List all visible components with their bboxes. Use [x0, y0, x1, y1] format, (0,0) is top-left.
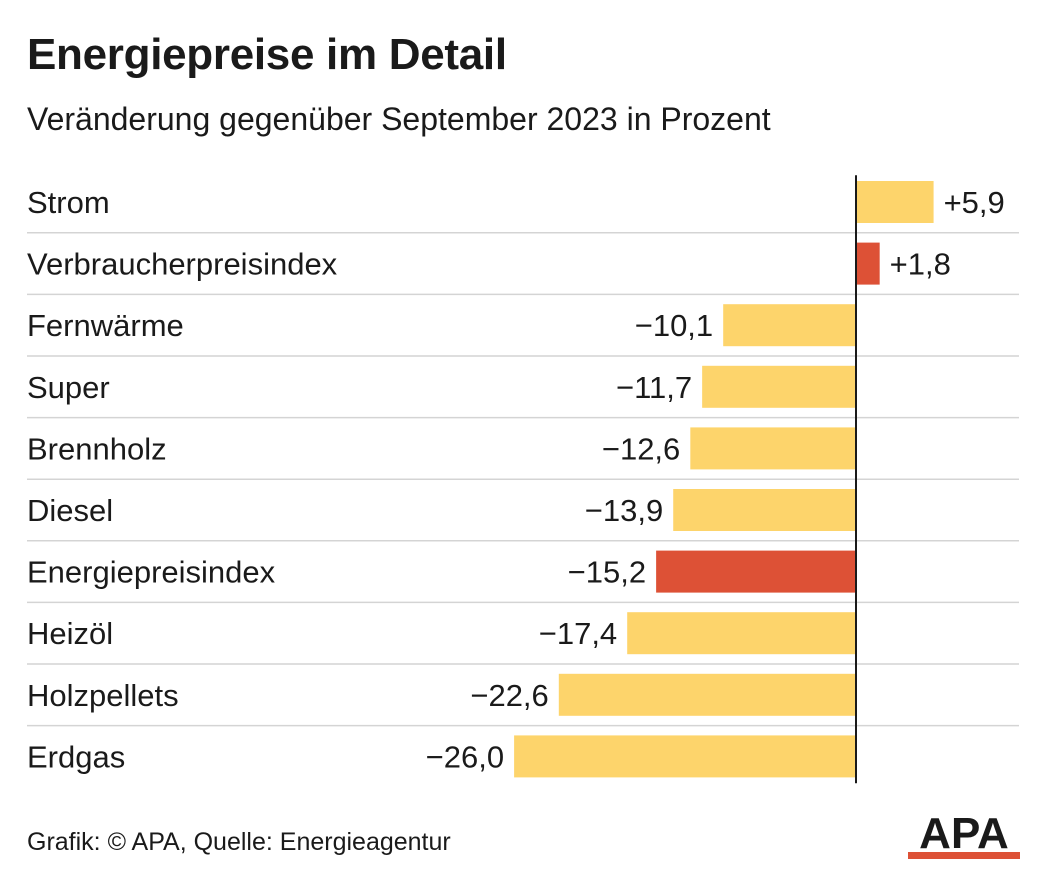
logo-accent-mark — [908, 852, 1020, 859]
category-label: Energiepreisindex — [27, 555, 276, 590]
value-label: −13,9 — [585, 493, 663, 528]
value-label: −12,6 — [602, 431, 680, 466]
value-label: −26,0 — [426, 739, 504, 774]
category-label: Verbraucherpreisindex — [27, 247, 338, 282]
value-label: +5,9 — [944, 185, 1005, 220]
category-label: Super — [27, 370, 110, 405]
chart-title: Energiepreise im Detail — [27, 30, 507, 79]
category-label: Erdgas — [27, 739, 125, 774]
bar — [856, 181, 934, 223]
bar — [656, 550, 856, 593]
bar — [558, 673, 856, 716]
bar — [856, 242, 880, 285]
chart-subtitle: Veränderung gegenüber September 2023 in … — [27, 101, 771, 137]
value-label: −22,6 — [470, 678, 548, 713]
value-label: −17,4 — [539, 616, 617, 651]
category-label: Brennholz — [27, 431, 167, 466]
bar — [627, 612, 856, 655]
apa-logo: APA — [908, 812, 1020, 859]
bar — [690, 427, 856, 470]
logo-text: APA — [919, 812, 1009, 858]
source-credit: Grafik: © APA, Quelle: Energieagentur — [27, 828, 451, 856]
category-label: Diesel — [27, 493, 113, 528]
bar — [514, 735, 856, 778]
bar — [702, 365, 856, 408]
category-label: Heizöl — [27, 616, 113, 651]
bar — [673, 489, 856, 531]
bar — [723, 304, 856, 347]
value-label: −15,2 — [568, 555, 646, 590]
value-label: −11,7 — [616, 370, 692, 405]
category-label: Holzpellets — [27, 678, 179, 713]
category-label: Fernwärme — [27, 308, 184, 343]
value-label: +1,8 — [890, 247, 951, 282]
value-label: −10,1 — [635, 308, 713, 343]
category-label: Strom — [27, 185, 110, 220]
